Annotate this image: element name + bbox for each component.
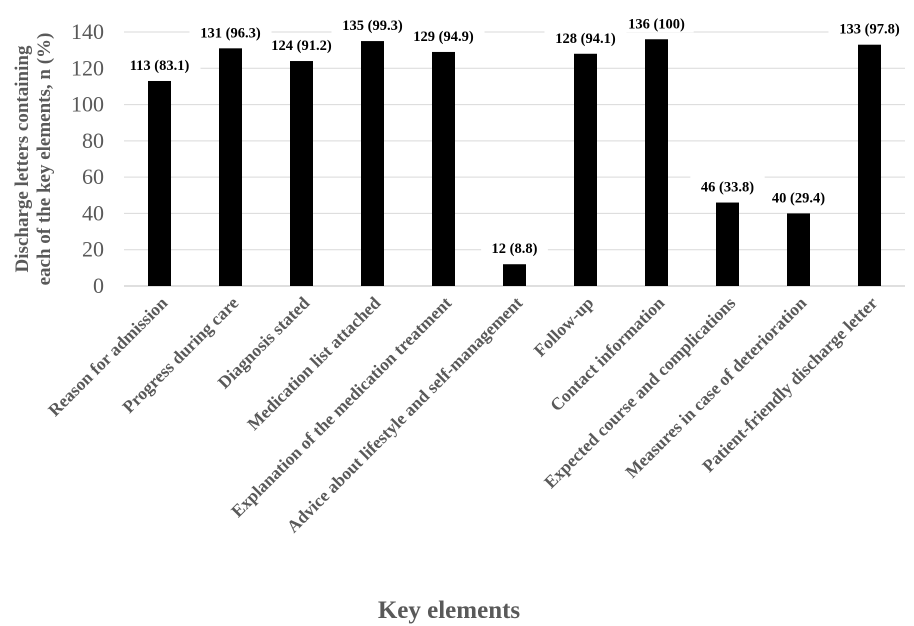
y-tick-label: 40 [82, 200, 104, 225]
data-label-background [118, 53, 201, 74]
data-label: 136 (100) [628, 16, 685, 32]
data-label: 129 (94.9) [413, 29, 474, 45]
bar [290, 61, 313, 287]
bar [503, 264, 526, 286]
data-label: 46 (33.8) [701, 180, 754, 196]
data-label-background [481, 237, 548, 258]
data-label-background [690, 175, 765, 196]
category-label: Follow-up [530, 293, 598, 361]
category-label: Progress during care [118, 293, 242, 417]
y-tick-label: 60 [82, 164, 104, 189]
y-tick-label: 140 [71, 19, 104, 44]
data-label: 133 (97.8) [839, 22, 900, 38]
data-label: 12 (8.8) [492, 241, 538, 257]
data-label: 113 (83.1) [130, 58, 190, 74]
data-label-background [544, 26, 627, 47]
x-axis-title: Key elements [378, 597, 521, 624]
y-tick-label: 0 [93, 273, 104, 298]
y-axis-title-line1: Discharge letters containing [12, 45, 33, 272]
y-tick-label: 100 [71, 92, 104, 117]
data-label-background [761, 186, 836, 207]
data-label-background [331, 14, 414, 35]
bars [148, 39, 881, 287]
category-label: Reason for admission [44, 293, 172, 421]
data-labels: 113 (83.1) 131 (96.3) 124 (91.2) 135 (99.3)… [118, 12, 911, 258]
bar [858, 44, 881, 287]
data-label: 135 (99.3) [342, 18, 403, 34]
y-tick-label: 20 [82, 237, 104, 262]
data-label-background [260, 34, 343, 55]
data-label-background [619, 12, 694, 33]
y-axis-title-line2: each of the key elements, n (%) [34, 33, 55, 286]
bar [787, 213, 810, 286]
y-axis-ticks: 0 20 40 60 80 100 120 140 [71, 19, 104, 298]
data-label-background [189, 21, 272, 42]
bar [716, 202, 739, 286]
data-label: 131 (96.3) [200, 25, 261, 41]
bar [361, 41, 384, 287]
bar [574, 53, 597, 287]
y-tick-label: 80 [82, 128, 104, 153]
bar [645, 39, 668, 286]
data-label: 124 (91.2) [271, 38, 332, 54]
bar [148, 80, 171, 286]
data-label-background [828, 17, 911, 38]
y-tick-label: 120 [71, 55, 104, 80]
data-label-background [402, 24, 485, 45]
bar [219, 48, 242, 287]
category-label: Medication list attached [243, 293, 384, 434]
bar [432, 51, 455, 287]
data-label: 128 (94.1) [555, 31, 616, 47]
data-label: 40 (29.4) [772, 190, 825, 206]
